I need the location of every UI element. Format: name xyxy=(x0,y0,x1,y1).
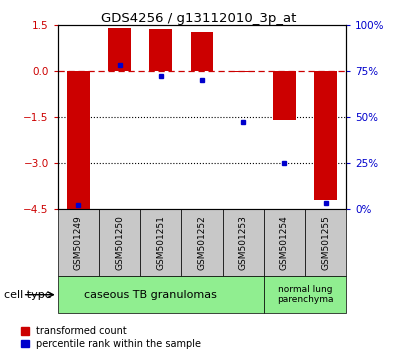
Legend: transformed count, percentile rank within the sample: transformed count, percentile rank withi… xyxy=(21,326,201,349)
Bar xyxy=(108,28,131,71)
Bar xyxy=(222,209,264,276)
Text: GSM501253: GSM501253 xyxy=(239,215,248,270)
Text: GDS4256 / g13112010_3p_at: GDS4256 / g13112010_3p_at xyxy=(101,12,297,25)
Text: caseous TB granulomas: caseous TB granulomas xyxy=(84,290,217,300)
Bar xyxy=(99,209,140,276)
Bar xyxy=(58,276,264,313)
Bar xyxy=(232,71,255,72)
Text: normal lung
parenchyma: normal lung parenchyma xyxy=(277,285,333,304)
Text: GSM501255: GSM501255 xyxy=(321,215,330,270)
Text: GSM501252: GSM501252 xyxy=(197,215,207,270)
Bar xyxy=(305,209,346,276)
Text: GSM501254: GSM501254 xyxy=(280,215,289,270)
Bar xyxy=(264,209,305,276)
Bar xyxy=(181,209,222,276)
Text: GSM501251: GSM501251 xyxy=(156,215,165,270)
Bar xyxy=(149,29,172,71)
Bar xyxy=(67,71,90,209)
Bar xyxy=(58,209,99,276)
Bar xyxy=(140,209,181,276)
Bar xyxy=(314,71,337,200)
Text: cell type: cell type xyxy=(4,290,52,300)
Text: GSM501249: GSM501249 xyxy=(74,215,83,270)
Bar xyxy=(273,71,296,120)
Bar xyxy=(191,33,213,71)
Bar xyxy=(264,276,346,313)
Text: GSM501250: GSM501250 xyxy=(115,215,124,270)
